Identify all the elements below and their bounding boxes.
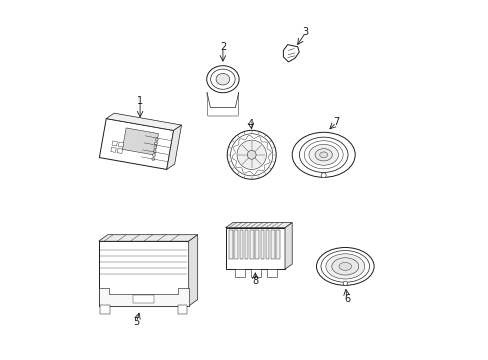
Text: 8: 8 <box>252 276 258 286</box>
Bar <box>234 269 244 277</box>
Ellipse shape <box>320 251 369 282</box>
Ellipse shape <box>299 137 347 172</box>
Polygon shape <box>99 235 197 241</box>
Circle shape <box>154 142 157 145</box>
Bar <box>260 230 264 259</box>
Polygon shape <box>188 235 197 306</box>
Polygon shape <box>118 142 123 147</box>
Circle shape <box>153 150 156 153</box>
Polygon shape <box>225 222 292 228</box>
Bar <box>276 230 279 259</box>
Bar <box>234 230 238 259</box>
Polygon shape <box>112 141 117 146</box>
Polygon shape <box>122 128 158 155</box>
Bar <box>266 269 277 277</box>
Text: 4: 4 <box>247 119 254 129</box>
Bar <box>229 230 232 259</box>
Ellipse shape <box>316 248 373 285</box>
Polygon shape <box>283 45 299 62</box>
Ellipse shape <box>319 152 327 158</box>
Polygon shape <box>111 147 116 152</box>
Polygon shape <box>117 148 122 153</box>
Polygon shape <box>99 288 188 306</box>
Ellipse shape <box>331 258 358 275</box>
Circle shape <box>343 281 347 285</box>
Ellipse shape <box>210 69 235 89</box>
Polygon shape <box>166 125 181 170</box>
Circle shape <box>247 150 256 159</box>
Ellipse shape <box>325 254 364 279</box>
Circle shape <box>155 138 158 141</box>
Circle shape <box>152 158 154 161</box>
Polygon shape <box>106 113 181 130</box>
Bar <box>101 305 110 314</box>
Bar <box>177 305 186 314</box>
Ellipse shape <box>314 149 332 161</box>
Circle shape <box>230 134 272 176</box>
Bar <box>270 230 274 259</box>
Circle shape <box>237 140 266 170</box>
Bar <box>249 230 253 259</box>
Bar <box>265 230 269 259</box>
Ellipse shape <box>338 262 351 270</box>
Bar <box>255 230 258 259</box>
Circle shape <box>321 173 325 178</box>
Text: 6: 6 <box>344 294 349 304</box>
Ellipse shape <box>308 144 338 165</box>
Text: 3: 3 <box>302 27 308 37</box>
Bar <box>244 230 248 259</box>
Polygon shape <box>99 241 188 306</box>
Bar <box>250 269 261 277</box>
Circle shape <box>152 154 155 157</box>
Text: 5: 5 <box>133 317 140 327</box>
Ellipse shape <box>292 132 354 177</box>
Circle shape <box>227 130 276 179</box>
Bar <box>239 230 243 259</box>
Bar <box>133 295 154 303</box>
Ellipse shape <box>304 141 343 169</box>
Text: 7: 7 <box>332 117 339 127</box>
Text: 1: 1 <box>137 96 143 106</box>
Ellipse shape <box>206 66 239 93</box>
Polygon shape <box>99 118 173 170</box>
Ellipse shape <box>216 73 229 85</box>
Circle shape <box>154 146 157 149</box>
Text: 2: 2 <box>219 42 225 52</box>
Polygon shape <box>225 228 285 269</box>
Polygon shape <box>285 222 292 269</box>
